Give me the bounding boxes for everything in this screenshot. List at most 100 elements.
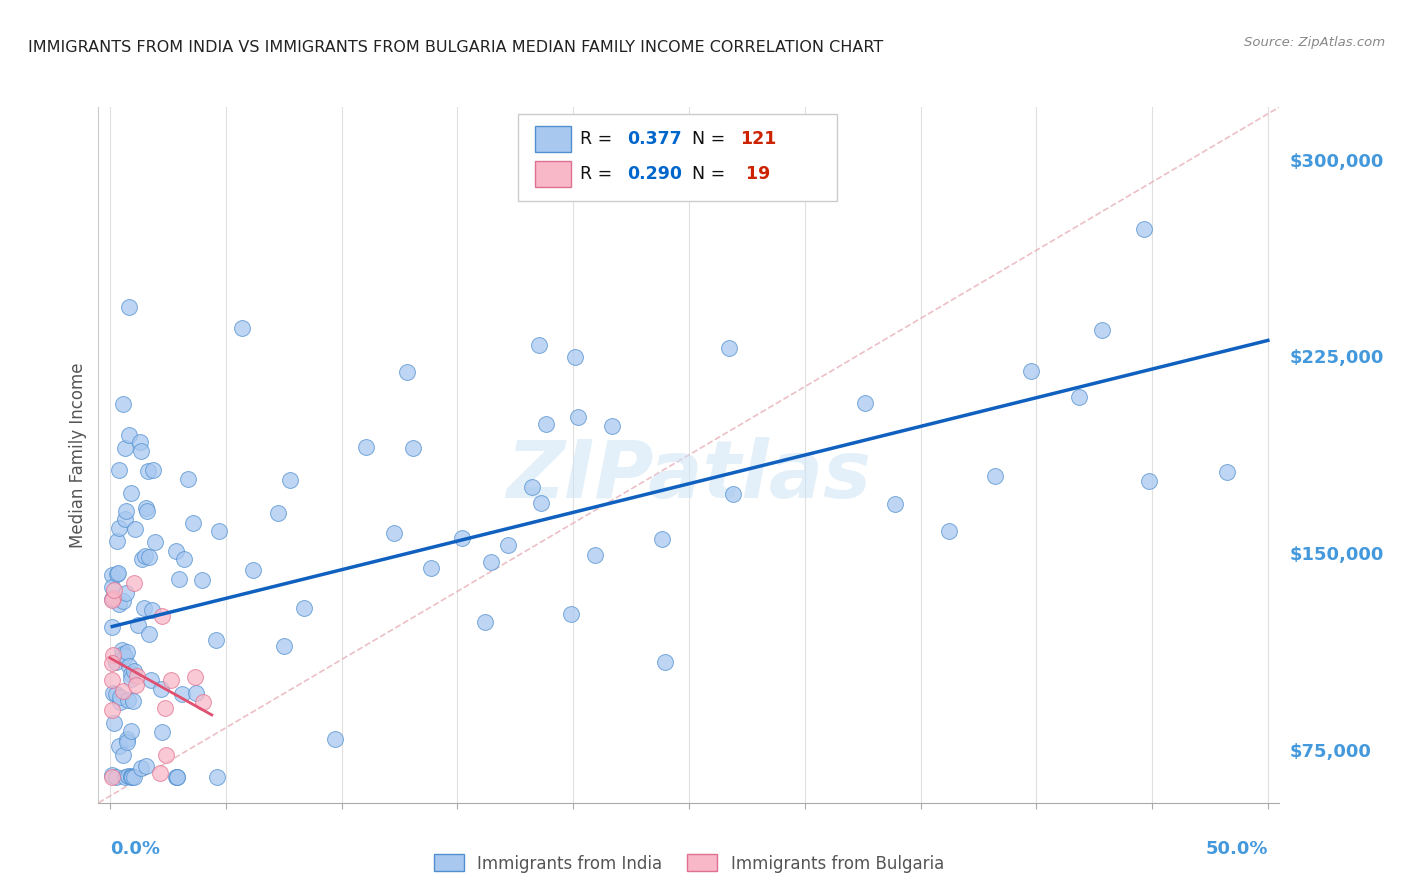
Point	[101, 580, 124, 594]
Point	[142, 462, 165, 476]
Point	[153, 700, 176, 714]
Point	[127, 618, 149, 632]
Legend: Immigrants from India, Immigrants from Bulgaria: Immigrants from India, Immigrants from B…	[427, 847, 950, 880]
Point	[141, 603, 163, 617]
Point	[135, 501, 157, 516]
Text: Source: ZipAtlas.com: Source: ZipAtlas.com	[1244, 36, 1385, 49]
Point	[103, 716, 125, 731]
Point	[1019, 364, 1042, 378]
Point	[1137, 475, 1160, 489]
Point	[117, 693, 139, 707]
Point	[191, 695, 214, 709]
Point	[496, 538, 519, 552]
Text: 50.0%: 50.0%	[1205, 839, 1268, 857]
Point	[564, 351, 586, 365]
Point	[205, 632, 228, 647]
Point	[1132, 221, 1154, 235]
Point	[529, 337, 551, 351]
Point	[159, 673, 181, 687]
Point	[110, 690, 132, 704]
Point	[560, 607, 582, 621]
Point	[105, 566, 128, 581]
Point	[853, 396, 876, 410]
Point	[125, 668, 148, 682]
Point	[186, 686, 208, 700]
Point	[136, 504, 159, 518]
Text: R =: R =	[581, 165, 619, 183]
Point	[150, 724, 173, 739]
Point	[114, 441, 136, 455]
Point	[124, 664, 146, 678]
Point	[149, 766, 172, 780]
Point	[122, 770, 145, 784]
Point	[129, 761, 152, 775]
Point	[104, 687, 127, 701]
Point	[534, 417, 557, 431]
Point	[107, 739, 129, 753]
Point	[111, 593, 134, 607]
Point	[402, 441, 425, 455]
Point	[651, 532, 673, 546]
Point	[121, 770, 143, 784]
Point	[101, 592, 124, 607]
Point	[122, 576, 145, 591]
Point	[184, 670, 207, 684]
Point	[120, 667, 142, 681]
Point	[101, 770, 124, 784]
Point	[654, 655, 676, 669]
Point	[474, 615, 496, 629]
Point	[149, 682, 172, 697]
Text: 121: 121	[740, 130, 776, 148]
FancyBboxPatch shape	[536, 126, 571, 153]
Point	[938, 524, 960, 538]
Point	[273, 639, 295, 653]
FancyBboxPatch shape	[536, 161, 571, 187]
Point	[115, 644, 138, 658]
Point	[166, 770, 188, 784]
Point	[121, 770, 143, 784]
Y-axis label: Median Family Income: Median Family Income	[69, 362, 87, 548]
Point	[143, 534, 166, 549]
Point	[396, 365, 419, 379]
Point	[111, 747, 134, 762]
Point	[138, 549, 160, 564]
Point	[451, 531, 474, 545]
Point	[114, 648, 136, 663]
Point	[600, 419, 623, 434]
Point	[112, 683, 135, 698]
Point	[139, 673, 162, 688]
Point	[173, 552, 195, 566]
Point	[115, 504, 138, 518]
Point	[111, 396, 134, 410]
Point	[278, 473, 301, 487]
Point	[118, 428, 141, 442]
Text: N =: N =	[693, 130, 731, 148]
Point	[530, 496, 553, 510]
Point	[166, 770, 188, 784]
Text: IMMIGRANTS FROM INDIA VS IMMIGRANTS FROM BULGARIA MEDIAN FAMILY INCOME CORRELATI: IMMIGRANTS FROM INDIA VS IMMIGRANTS FROM…	[28, 40, 883, 55]
Point	[118, 300, 141, 314]
Point	[120, 486, 142, 500]
Point	[108, 463, 131, 477]
Point	[101, 567, 124, 582]
Point	[181, 516, 204, 530]
Text: R =: R =	[581, 130, 619, 148]
Point	[108, 521, 131, 535]
Point	[883, 497, 905, 511]
Point	[136, 464, 159, 478]
Point	[120, 723, 142, 738]
Point	[128, 435, 150, 450]
Point	[105, 770, 128, 784]
Point	[135, 759, 157, 773]
Point	[134, 601, 156, 615]
Point	[1090, 323, 1112, 337]
Point	[205, 770, 228, 784]
Point	[585, 548, 607, 562]
Point	[103, 582, 125, 597]
Point	[191, 573, 214, 587]
Point	[131, 551, 153, 566]
Text: N =: N =	[693, 165, 731, 183]
Text: 19: 19	[740, 165, 770, 183]
Point	[1067, 390, 1090, 404]
Point	[208, 524, 231, 538]
